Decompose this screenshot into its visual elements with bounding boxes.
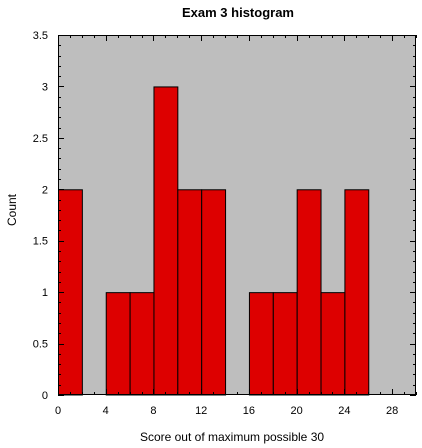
y-tick-label: 3 [42, 81, 48, 93]
x-tick-label: 12 [195, 405, 207, 417]
x-tick-label: 8 [150, 405, 156, 417]
histogram-bar [129, 292, 155, 396]
histogram-bar [153, 86, 179, 396]
x-tick-label: 16 [243, 405, 255, 417]
chart-title: Exam 3 histogram [182, 5, 294, 20]
x-tick-label: 4 [103, 405, 109, 417]
histogram-bar [105, 292, 131, 396]
y-tick-label: 0.5 [33, 339, 48, 351]
plot-frame [58, 35, 416, 395]
y-tick-label: 0 [42, 390, 48, 402]
y-tick-label: 1 [42, 287, 48, 299]
y-tick-label: 2 [42, 184, 48, 196]
histogram-bar [177, 189, 203, 396]
histogram-bar [248, 292, 274, 396]
y-axis-label: Count [5, 193, 19, 226]
x-tick-label: 28 [386, 405, 398, 417]
histogram-bar [320, 292, 346, 396]
x-tick-label: 20 [291, 405, 303, 417]
histogram-bar [272, 292, 298, 396]
histogram-bar [344, 189, 370, 396]
x-tick-label: 0 [55, 405, 61, 417]
histogram-bar [201, 189, 227, 396]
y-tick-label: 3.5 [33, 30, 48, 42]
x-axis-label: Score out of maximum possible 30 [140, 430, 324, 444]
x-tick-label: 24 [338, 405, 350, 417]
bars-group [58, 86, 370, 396]
histogram-bar [296, 189, 322, 396]
y-tick-label: 2.5 [33, 133, 48, 145]
y-tick-label: 1.5 [33, 236, 48, 248]
